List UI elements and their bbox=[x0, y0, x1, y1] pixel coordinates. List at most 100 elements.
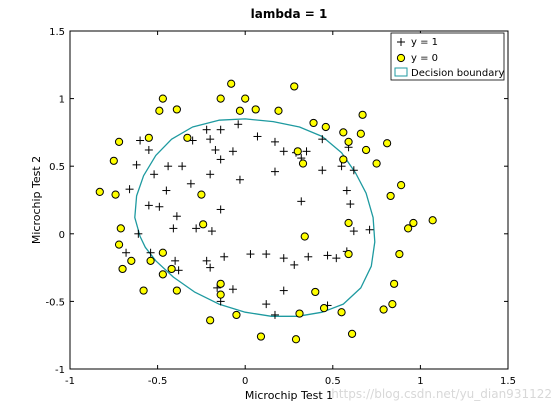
point-positive bbox=[125, 185, 134, 194]
point-positive bbox=[228, 285, 237, 294]
point-positive bbox=[146, 248, 155, 257]
point-negative bbox=[139, 286, 148, 295]
legend-marker-circle bbox=[396, 53, 406, 63]
x-tick-label: 0.5 bbox=[325, 376, 341, 387]
point-positive bbox=[172, 212, 181, 221]
point-negative bbox=[300, 232, 309, 241]
point-positive bbox=[262, 250, 271, 259]
y-tick-label: -1 bbox=[55, 365, 65, 376]
point-negative bbox=[344, 137, 353, 146]
point-negative bbox=[409, 218, 418, 228]
point-negative bbox=[319, 304, 329, 313]
point-negative bbox=[395, 249, 404, 259]
point-positive bbox=[202, 125, 211, 134]
point-negative bbox=[158, 94, 167, 103]
point-positive bbox=[234, 120, 243, 129]
y-tick-label: 0 bbox=[59, 230, 65, 241]
point-positive bbox=[174, 266, 183, 275]
point-positive bbox=[246, 250, 255, 259]
point-positive bbox=[349, 227, 358, 236]
y-tick-label: 1 bbox=[59, 95, 65, 106]
point-negative bbox=[227, 79, 236, 88]
point-negative bbox=[95, 187, 104, 196]
point-positive bbox=[178, 162, 187, 171]
point-negative bbox=[241, 94, 250, 103]
data-points-layer bbox=[95, 79, 437, 344]
point-positive bbox=[279, 254, 288, 263]
point-negative bbox=[361, 145, 371, 155]
point-positive bbox=[270, 310, 279, 319]
point-negative bbox=[197, 190, 206, 199]
x-axis-label: Microchip Test 1 bbox=[245, 389, 333, 402]
point-negative bbox=[358, 110, 367, 119]
point-negative bbox=[339, 128, 348, 137]
point-positive bbox=[202, 256, 211, 265]
decision-boundary-curve bbox=[134, 118, 376, 317]
point-positive bbox=[235, 175, 244, 184]
point-negative bbox=[298, 159, 308, 168]
point-negative bbox=[309, 118, 318, 128]
point-negative bbox=[118, 264, 127, 274]
point-positive bbox=[253, 132, 262, 141]
point-negative bbox=[111, 190, 120, 199]
point-negative bbox=[311, 287, 320, 297]
y-tick-label: 1.5 bbox=[49, 27, 65, 38]
legend-marker-boundary bbox=[394, 67, 408, 77]
point-positive bbox=[220, 252, 229, 261]
x-tick-label: 1.5 bbox=[500, 376, 516, 387]
point-negative bbox=[158, 270, 167, 279]
legend: y = 1 y = 0 Decision boundary bbox=[390, 32, 505, 81]
point-negative bbox=[146, 256, 155, 265]
point-positive bbox=[332, 254, 341, 263]
point-negative bbox=[344, 218, 353, 228]
point-negative bbox=[109, 156, 118, 165]
x-axis: -1 -0.5 0 0.5 1 1.5 bbox=[65, 31, 516, 387]
point-negative bbox=[372, 159, 381, 168]
point-positive bbox=[262, 300, 271, 309]
point-positive bbox=[150, 170, 159, 179]
point-positive bbox=[136, 136, 145, 145]
point-negative bbox=[388, 300, 397, 309]
point-positive bbox=[216, 125, 225, 134]
point-positive bbox=[318, 166, 327, 175]
point-negative bbox=[356, 129, 365, 138]
decision-boundary-layer bbox=[134, 118, 376, 317]
point-positive bbox=[169, 224, 178, 233]
point-positive bbox=[270, 137, 279, 146]
point-positive bbox=[270, 167, 279, 176]
point-positive bbox=[216, 205, 225, 214]
point-positive bbox=[206, 263, 215, 272]
x-tick-label: 1 bbox=[417, 376, 423, 387]
point-positive bbox=[171, 256, 180, 265]
point-positive bbox=[134, 229, 143, 238]
point-negative bbox=[337, 308, 346, 317]
point-positive bbox=[122, 248, 131, 257]
point-positive bbox=[346, 200, 355, 209]
chart-title: lambda = 1 bbox=[251, 7, 328, 21]
point-positive bbox=[206, 170, 215, 179]
plot-area bbox=[69, 30, 509, 370]
point-positive bbox=[216, 155, 225, 164]
point-positive bbox=[365, 225, 374, 234]
point-negative bbox=[386, 191, 395, 201]
point-positive bbox=[206, 135, 215, 144]
legend-box bbox=[390, 32, 505, 81]
legend-marker-plus bbox=[397, 38, 405, 46]
point-negative bbox=[232, 310, 241, 320]
point-negative bbox=[383, 139, 392, 148]
watermark-text: https://blog.csdn.net/yu_dian931122 bbox=[331, 387, 552, 401]
y-axis: -1 -0.5 0 0.5 1 1.5 bbox=[45, 27, 508, 376]
legend-label-y1: y = 1 bbox=[411, 37, 438, 48]
point-positive bbox=[164, 162, 173, 171]
point-positive bbox=[297, 197, 306, 206]
legend-label-y0: y = 0 bbox=[411, 53, 438, 64]
y-tick-label: -0.5 bbox=[45, 297, 65, 308]
point-negative bbox=[172, 105, 181, 114]
point-negative bbox=[199, 220, 208, 229]
point-positive bbox=[162, 186, 171, 195]
point-negative bbox=[274, 106, 283, 115]
point-negative bbox=[167, 264, 176, 274]
point-positive bbox=[349, 166, 358, 175]
point-positive bbox=[290, 260, 299, 269]
